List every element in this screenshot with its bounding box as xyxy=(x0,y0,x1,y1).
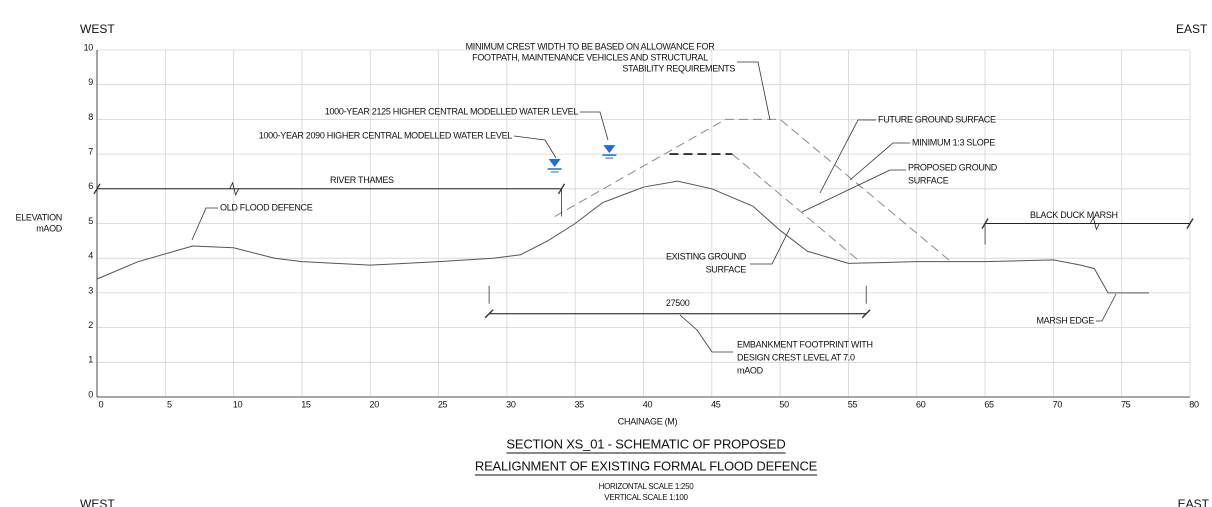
annotation: STABILITY REQUIREMENTS xyxy=(622,63,735,73)
leader-line xyxy=(801,169,906,213)
annotation: PROPOSED GROUND xyxy=(908,162,998,172)
west-label: WEST xyxy=(80,22,115,36)
leader-line xyxy=(191,207,218,241)
x-tick-label: 0 xyxy=(99,399,104,409)
annotation: MINIMUM 1:3 SLOPE xyxy=(912,137,995,147)
x-tick-label: 20 xyxy=(370,399,380,409)
x-tick-label: 60 xyxy=(916,399,926,409)
annotation: MARSH EDGE xyxy=(1036,315,1094,325)
annotation: SURFACE xyxy=(706,264,747,274)
x-tick-label: 70 xyxy=(1053,399,1063,409)
next-east-label: EAST xyxy=(1178,497,1210,507)
y-tick-label: 4 xyxy=(88,251,93,261)
drawing-title: SECTION XS_01 - SCHEMATIC OF PROPOSED xyxy=(506,436,785,451)
water-level-label: 1000-YEAR 2090 HIGHER CENTRAL MODELLED W… xyxy=(259,130,513,140)
y-tick-label: 7 xyxy=(88,146,93,156)
x-tick-label: 25 xyxy=(438,399,448,409)
y-tick-label: 3 xyxy=(88,285,93,295)
dimension-label: 27500 xyxy=(666,298,690,308)
east-label: EAST xyxy=(1176,22,1208,36)
break-mark xyxy=(93,183,101,195)
x-tick-label: 75 xyxy=(1121,399,1131,409)
x-tick-label: 30 xyxy=(506,399,516,409)
leader-line xyxy=(580,111,609,141)
leader-line xyxy=(679,314,733,353)
y-axis-label: ELEVATION xyxy=(16,212,62,222)
annotation: FUTURE GROUND SURFACE xyxy=(878,114,996,124)
x-tick-label: 55 xyxy=(848,399,858,409)
annotation: SURFACE xyxy=(908,175,949,185)
leader-line xyxy=(849,142,910,181)
water-level-marker xyxy=(548,158,561,167)
annotation: FOOTPATH, MAINTENANCE VEHICLES AND STRUC… xyxy=(472,52,708,62)
y-tick-label: 2 xyxy=(88,320,93,330)
y-tick-label: 5 xyxy=(88,216,93,226)
scale-label: VERTICAL SCALE 1:100 xyxy=(604,493,688,502)
annotation: EXISTING GROUND xyxy=(666,251,747,261)
break-zigzag xyxy=(1090,216,1100,231)
y-tick-label: 9 xyxy=(88,77,93,87)
dimension-tick xyxy=(484,309,494,319)
leader-line xyxy=(513,135,557,159)
y-tick-label: 1 xyxy=(88,355,93,365)
ground-line xyxy=(96,180,1150,294)
leader-line xyxy=(1096,293,1117,322)
annotation: MINIMUM CREST WIDTH TO BE BASED ON ALLOW… xyxy=(466,41,716,51)
x-tick-label: 50 xyxy=(779,399,789,409)
leader-line xyxy=(750,227,791,265)
annotation: DESIGN CREST LEVEL AT 7.0 xyxy=(737,352,855,362)
drawing-title: REALIGNMENT OF EXISTING FORMAL FLOOD DEF… xyxy=(475,458,818,473)
y-axis-label: mAOD xyxy=(36,223,63,233)
x-axis-label: CHAINAGE (M) xyxy=(618,416,678,426)
x-tick-label: 40 xyxy=(643,399,653,409)
x-tick-label: 80 xyxy=(1189,399,1199,409)
y-tick-label: 10 xyxy=(84,42,94,52)
x-tick-label: 65 xyxy=(984,399,994,409)
x-tick-label: 45 xyxy=(711,399,721,409)
y-tick-label: 6 xyxy=(88,181,93,191)
water-level-label: 1000-YEAR 2125 HIGHER CENTRAL MODELLED W… xyxy=(325,106,579,116)
leader-line xyxy=(737,61,771,121)
leader-line xyxy=(819,119,876,194)
level-label: RIVER THAMES xyxy=(330,175,394,185)
x-tick-label: 5 xyxy=(167,399,172,409)
x-tick-label: 35 xyxy=(574,399,584,409)
water-level-marker xyxy=(603,145,616,154)
dimension-tick xyxy=(861,309,871,319)
y-tick-label: 0 xyxy=(88,389,93,399)
x-tick-label: 10 xyxy=(233,399,243,409)
level-label: BLACK DUCK MARSH xyxy=(1030,210,1118,220)
ground-line xyxy=(554,118,952,263)
break-mark xyxy=(1186,218,1194,229)
y-tick-label: 8 xyxy=(88,112,93,122)
annotation: EMBANKMENT FOOTPRINT WITH xyxy=(737,339,873,349)
ground-line xyxy=(731,153,863,264)
break-zigzag xyxy=(229,181,239,196)
next-west-label: WEST xyxy=(80,497,115,507)
annotation: OLD FLOOD DEFENCE xyxy=(220,202,313,212)
x-tick-label: 15 xyxy=(301,399,311,409)
annotation: mAOD xyxy=(737,365,764,375)
scale-label: HORIZONTAL SCALE 1:250 xyxy=(599,482,695,491)
